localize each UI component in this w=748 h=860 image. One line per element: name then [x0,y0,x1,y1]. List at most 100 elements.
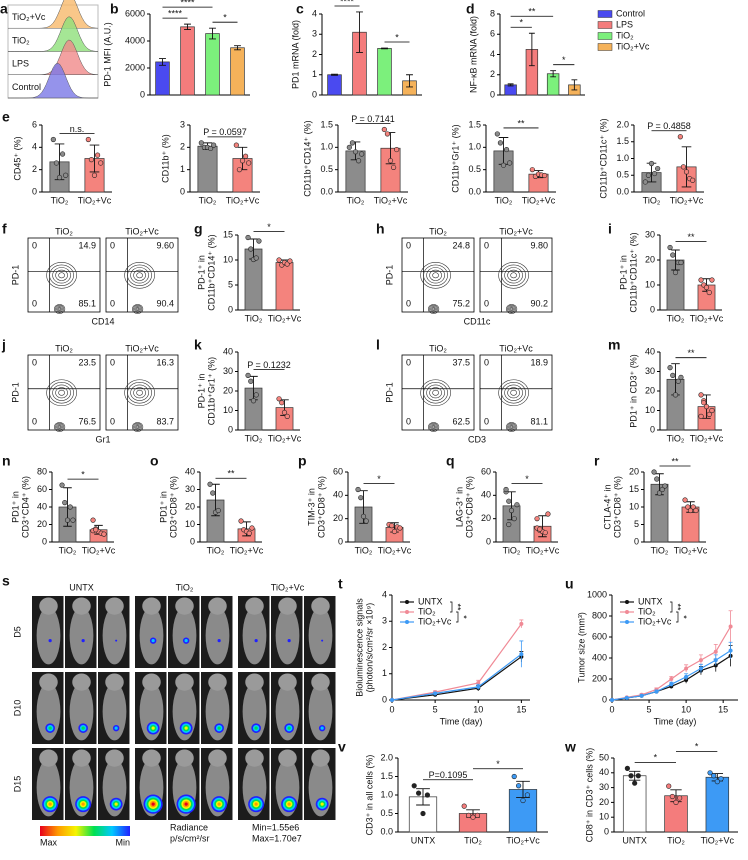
x-tick-label: TiO₂+Vc [506,835,540,845]
y-tick-label: 20 [185,501,195,511]
signal-blob [254,639,258,643]
data-point [363,518,369,524]
data-point [360,513,367,519]
x-axis-label: Gr1 [95,434,110,444]
data-point [67,504,73,510]
panel-letter: k [194,337,202,353]
contour [508,423,516,431]
contour [507,269,520,281]
contour [504,267,523,284]
x-tick-label: TiO₂+Vc [82,545,116,555]
contour [54,304,66,314]
data-point [276,257,282,263]
significance-label: **** [180,0,195,8]
quadrant-value: 75.2 [452,298,470,308]
significance-label: * [496,759,500,769]
panel-letter: b [110,1,119,17]
signal-blob [287,802,291,806]
significance-label: P = 0.0597 [203,127,247,137]
y-tick-label: 2 [312,49,317,59]
mouse-body [275,682,300,741]
panel-letter: u [565,576,574,592]
significance-label: ** [453,603,463,611]
contour [432,272,439,279]
contour [57,424,62,430]
data-point [389,523,395,529]
data-point [98,160,104,166]
panel-letter: r [594,453,600,469]
mouse-body [205,606,230,665]
error-bar [550,70,557,78]
error-bar [528,32,535,67]
contour [135,306,140,312]
legend-label: TiO₂ [418,606,436,616]
x-tick-label: TiO₂ [245,433,263,443]
data-point [662,483,668,489]
data-point [698,413,704,419]
data-point [687,507,694,514]
data-point [683,169,690,175]
histogram-curve [7,0,99,29]
mouse-head [175,749,194,767]
data-point [93,527,99,533]
panel-letter: s [2,573,10,589]
data-point [474,812,481,818]
mouse-head [245,597,264,615]
contour [55,269,68,281]
y-tick-label: 0.0 [616,186,629,196]
y-tick-label: 8 [490,8,495,18]
mouse-body [172,606,197,665]
data-point [678,374,684,380]
quadrant-value: 0 [110,357,115,367]
data-point [249,525,255,531]
bar [275,262,294,311]
data-point [709,277,715,283]
signal-blob [320,726,324,730]
y-tick-label: 0 [42,536,47,546]
y-tick-label: 1.5 [320,119,333,129]
y-tick-label: 20 [223,385,233,395]
legend-marker [625,610,629,614]
quadrant-value: 90.4 [156,298,174,308]
y-axis-label: Tumor size (mm³) [576,612,586,683]
y-tick-label: 0 [228,424,233,434]
y-tick-label: 40 [185,466,195,476]
panel-letter: t [338,576,343,592]
x-tick-label: 10 [473,704,483,714]
quadrant-value: 0 [406,357,411,367]
y-tick-label: 4 [382,589,387,599]
histogram-curve [8,16,99,52]
signal-blob [48,639,52,643]
y-axis-label: CD45⁺ (%) [12,136,22,180]
significance-bracket [670,601,673,613]
mouse-head [39,597,58,615]
contour [134,305,142,313]
y-tick-label: 0.0 [320,186,333,196]
quadrant-value: 0 [484,240,489,250]
y-tick-label: 60 [333,466,343,476]
series-marker [698,658,703,663]
y-axis-label: PD-1⁺ in [618,255,628,290]
error-bar [234,45,241,51]
mouse-head [208,749,227,767]
data-point [239,158,246,164]
data-point [207,481,213,487]
mouse-body [242,682,267,741]
contour [127,382,152,404]
flow-title: TiO₂ [429,343,447,353]
data-point [520,797,526,804]
contour [507,305,517,313]
y-axis-label: PD-1⁺ in [196,255,206,290]
significance-label: P=0.1095 [429,770,468,780]
data-point [500,162,507,168]
series-line [391,623,522,701]
x-tick-label: TiO₂+Vc [701,835,735,845]
contour [429,269,442,281]
data-point [246,530,252,536]
mouse-head [39,673,58,691]
signal-blob [287,726,291,730]
data-point [381,126,387,133]
series-marker [610,698,614,702]
contour [428,422,440,432]
panel-letter: w [564,739,576,755]
